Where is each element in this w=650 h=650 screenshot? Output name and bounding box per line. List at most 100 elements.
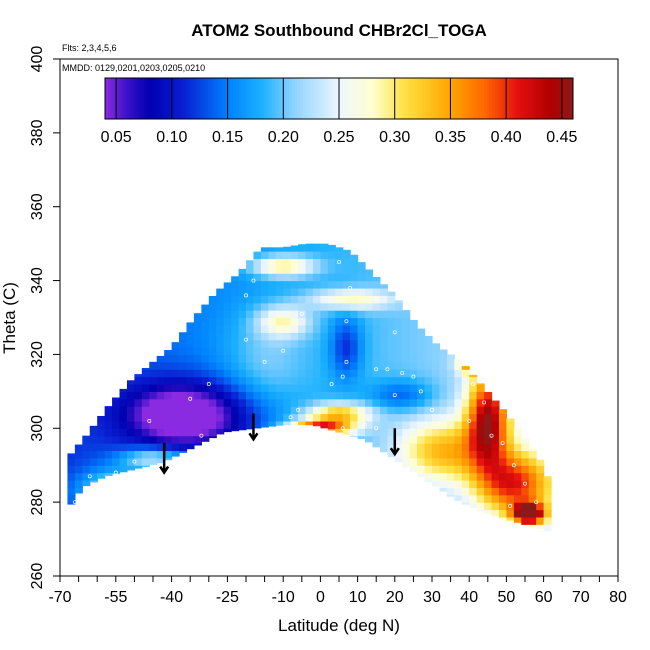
heat-cell bbox=[246, 265, 255, 274]
heat-cell bbox=[417, 347, 426, 356]
heat-cell bbox=[342, 347, 351, 356]
heat-cell bbox=[283, 347, 292, 356]
heat-cell bbox=[543, 476, 552, 481]
sample-point bbox=[72, 500, 77, 505]
colorbar-swatch bbox=[425, 78, 429, 119]
heat-cell bbox=[74, 457, 83, 466]
heat-cell bbox=[461, 366, 470, 370]
heat-cell bbox=[290, 273, 299, 282]
heat-cell bbox=[260, 287, 269, 296]
sample-point bbox=[262, 359, 267, 364]
colorbar-swatch bbox=[531, 78, 535, 119]
heat-cell bbox=[387, 361, 396, 370]
heat-cell bbox=[498, 409, 507, 415]
heat-cell bbox=[506, 457, 515, 466]
heat-cell bbox=[498, 509, 507, 518]
colorbar-swatch bbox=[444, 78, 449, 119]
sample-point bbox=[340, 374, 345, 379]
heat-cell bbox=[305, 310, 314, 319]
heat-cell bbox=[275, 406, 284, 415]
heat-cell bbox=[357, 287, 366, 296]
sample-point bbox=[467, 418, 472, 423]
heat-cell bbox=[119, 406, 128, 415]
heat-cell bbox=[268, 310, 277, 319]
heat-cell bbox=[208, 420, 217, 429]
heat-cell bbox=[179, 332, 188, 341]
heat-cell bbox=[469, 494, 478, 503]
heat-cell bbox=[424, 420, 433, 429]
heat-cell bbox=[469, 465, 478, 474]
heat-cell bbox=[193, 383, 202, 392]
heat-cell bbox=[476, 443, 485, 452]
heat-cell bbox=[476, 494, 485, 503]
heat-cell bbox=[357, 398, 366, 407]
heat-cell bbox=[521, 479, 530, 488]
colorbar-swatch bbox=[132, 78, 137, 119]
heat-cell bbox=[119, 435, 128, 444]
heat-cell bbox=[417, 398, 426, 407]
heat-cell bbox=[320, 243, 329, 252]
heat-cell bbox=[164, 443, 173, 452]
colorbar-swatch bbox=[105, 78, 109, 119]
heat-cell bbox=[424, 472, 433, 481]
heat-cell bbox=[342, 317, 351, 326]
colorbar bbox=[104, 77, 574, 120]
heat-cell bbox=[238, 302, 247, 311]
heat-cell bbox=[268, 251, 277, 260]
colorbar-swatch bbox=[478, 78, 482, 119]
heat-cell bbox=[216, 339, 225, 348]
heat-cell bbox=[357, 406, 366, 415]
heat-cell bbox=[82, 443, 91, 452]
x-tick-label: 60 bbox=[535, 589, 553, 606]
heat-cell bbox=[268, 413, 277, 422]
heat-cell bbox=[179, 413, 188, 422]
heat-cell bbox=[216, 302, 225, 311]
heat-cell bbox=[342, 265, 351, 274]
heat-cell bbox=[290, 258, 299, 267]
x-tick-label: -10 bbox=[272, 589, 295, 606]
heat-cell bbox=[372, 317, 381, 326]
heat-cell bbox=[476, 428, 485, 437]
heat-cell bbox=[379, 295, 388, 304]
heat-cell bbox=[275, 354, 284, 363]
heat-cell bbox=[290, 324, 299, 333]
chart-title: ATOM2 Southbound CHBr2Cl_TOGA bbox=[191, 21, 487, 40]
heat-cell bbox=[290, 354, 299, 363]
heat-cell bbox=[387, 369, 396, 378]
heat-cell bbox=[350, 376, 359, 385]
colorbar-ticks: 0.05 0.10 0.15 0.20 0.25 0.30 0.35 0.40 0.45 bbox=[101, 78, 578, 146]
colorbar-swatch bbox=[528, 78, 532, 119]
heat-cell bbox=[179, 383, 188, 392]
heat-cell bbox=[74, 472, 83, 481]
colorbar-swatch bbox=[481, 78, 485, 119]
heat-cell bbox=[528, 524, 537, 528]
heat-cell bbox=[260, 406, 269, 415]
heat-cell bbox=[469, 391, 478, 400]
heat-cell bbox=[387, 291, 396, 296]
heat-cell bbox=[417, 328, 426, 333]
heat-cell bbox=[134, 465, 143, 469]
heat-cell bbox=[141, 443, 150, 452]
heat-cell bbox=[409, 332, 418, 341]
heat-cell bbox=[253, 369, 262, 378]
heat-cell bbox=[432, 479, 441, 487]
colorbar-swatch bbox=[525, 78, 529, 119]
heat-cell bbox=[283, 339, 292, 348]
sample-point bbox=[221, 441, 226, 446]
y-tick-label: 340 bbox=[29, 267, 46, 294]
heat-cell bbox=[350, 273, 359, 282]
heat-cell bbox=[104, 435, 113, 444]
heat-cell bbox=[305, 420, 314, 426]
heat-cell bbox=[365, 406, 374, 415]
heat-cell bbox=[335, 302, 344, 311]
heat-cell bbox=[193, 332, 202, 341]
heat-cell bbox=[290, 420, 299, 426]
sample-point bbox=[147, 418, 152, 423]
heat-cell bbox=[394, 332, 403, 341]
heat-cell bbox=[320, 310, 329, 319]
heat-cell bbox=[513, 494, 522, 503]
colorbar-swatch bbox=[489, 78, 493, 119]
heat-cell bbox=[335, 354, 344, 363]
heat-cell bbox=[260, 391, 269, 400]
heat-cell bbox=[193, 443, 202, 446]
